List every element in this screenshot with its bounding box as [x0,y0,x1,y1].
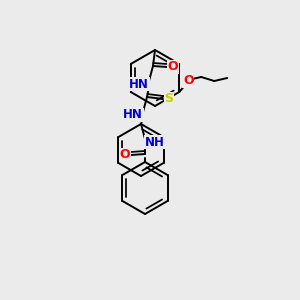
Text: S: S [164,92,173,106]
Text: O: O [183,74,194,88]
Text: NH: NH [145,136,165,148]
Text: O: O [168,61,178,74]
Text: HN: HN [123,109,143,122]
Text: O: O [120,148,130,161]
Text: HN: HN [129,77,149,91]
